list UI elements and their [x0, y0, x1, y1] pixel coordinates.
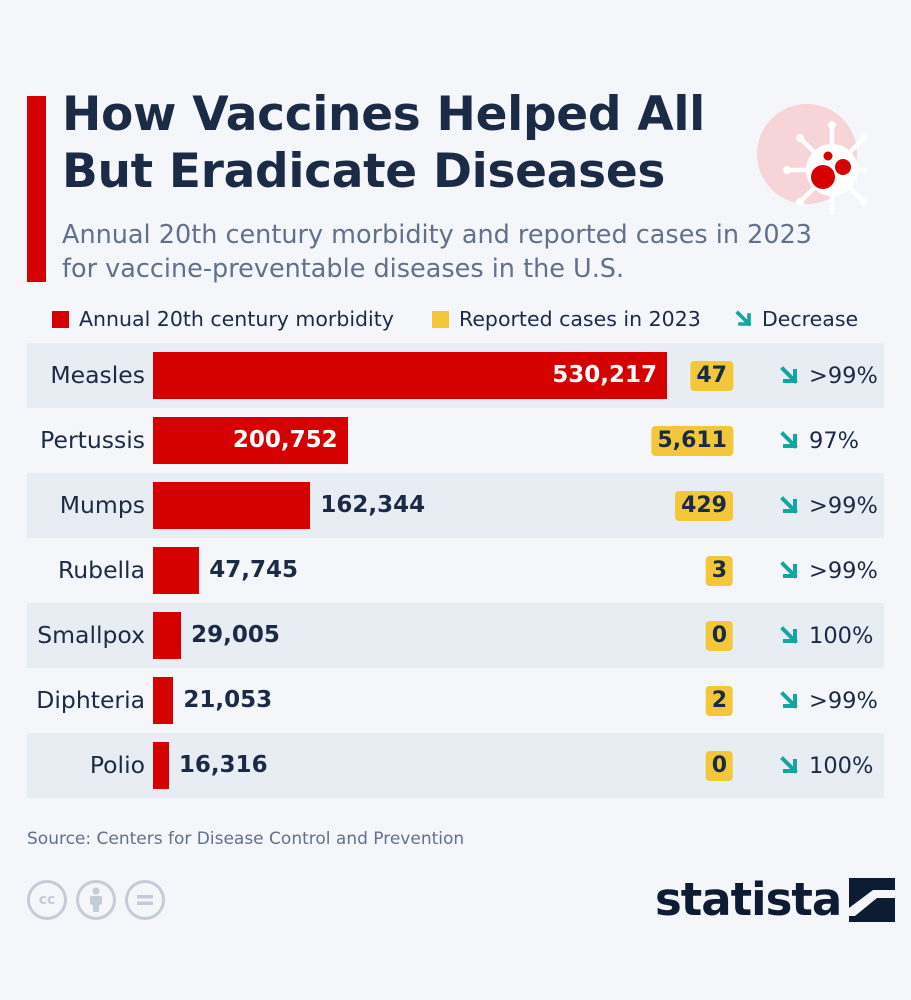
legend-item-morbidity: Annual 20th century morbidity — [52, 307, 394, 331]
cases-2023-badge: 5,611 — [651, 426, 733, 456]
decrease-label: >99% — [809, 687, 878, 714]
decrease-label: >99% — [809, 362, 878, 389]
legend-label-morbidity: Annual 20th century morbidity — [79, 307, 394, 331]
arrow-down-right-icon — [780, 430, 798, 449]
brand-name: statista — [655, 873, 842, 926]
cases-2023-badge: 429 — [675, 491, 733, 521]
morbidity-value-label: 162,344 — [320, 492, 426, 518]
morbidity-bar — [153, 612, 182, 659]
category-label: Polio — [89, 751, 145, 779]
chart-title: How Vaccines Helped All But Eradicate Di… — [62, 87, 705, 199]
legend-swatch-morbidity — [52, 310, 69, 328]
arrow-down-right-icon — [735, 310, 752, 327]
decrease-value: >99% — [779, 473, 878, 538]
chart-row: Smallpox 29,005 0 100% — [27, 603, 884, 668]
arrow-down-right-icon — [780, 495, 798, 514]
license-icons: cc — [27, 880, 174, 920]
cases-2023-badge: 2 — [705, 686, 733, 716]
morbidity-value-label: 200,752 — [232, 427, 338, 453]
morbidity-bar — [153, 677, 174, 724]
legend-item-decrease: Decrease — [734, 307, 858, 331]
morbidity-bar — [153, 352, 667, 399]
title-accent-bar — [27, 96, 46, 282]
decrease-value: 97% — [779, 408, 859, 473]
category-label: Mumps — [59, 491, 145, 519]
attribution-icon — [76, 880, 116, 920]
cases-2023-badge: 3 — [705, 556, 733, 586]
chart-row: Diphteria 21,053 2 >99% — [27, 668, 884, 733]
legend-label-decrease: Decrease — [762, 307, 859, 331]
morbidity-value-label: 530,217 — [552, 362, 657, 388]
decrease-label: >99% — [809, 492, 878, 519]
category-label: Rubella — [57, 556, 145, 584]
arrow-down-right-icon — [780, 365, 798, 384]
arrow-down-right-icon — [780, 690, 798, 709]
chart-row: Pertussis 200,752 5,611 97% — [27, 408, 884, 473]
morbidity-bar — [153, 417, 348, 464]
decrease-label: 97% — [809, 427, 860, 454]
morbidity-bar — [153, 742, 169, 789]
decrease-value: 100% — [779, 733, 873, 798]
cases-2023-badge: 47 — [690, 361, 733, 391]
creative-commons-icon: cc — [27, 880, 67, 920]
source-note: Source: Centers for Disease Control and … — [27, 829, 465, 849]
morbidity-bar — [153, 547, 200, 594]
chart-legend: Annual 20th century morbidity Reported c… — [52, 307, 892, 337]
legend-item-cases: Reported cases in 2023 — [432, 307, 701, 331]
chart-row: Measles 530,217 47 >99% — [27, 343, 884, 408]
legend-swatch-cases — [432, 310, 449, 328]
chart-row: Mumps 162,344 429 >99% — [27, 473, 884, 538]
category-label: Measles — [50, 361, 145, 389]
decrease-value: >99% — [779, 538, 878, 603]
legend-label-cases: Reported cases in 2023 — [459, 307, 701, 331]
decrease-label: 100% — [809, 622, 874, 649]
chart-row: Polio 16,316 0 100% — [27, 733, 884, 798]
morbidity-value-label: 16,316 — [178, 752, 268, 778]
category-label: Pertussis — [40, 426, 145, 454]
statista-logo-icon — [849, 877, 896, 922]
decrease-value: >99% — [779, 668, 878, 733]
arrow-down-right-icon — [780, 625, 798, 644]
morbidity-value-label: 47,745 — [209, 557, 299, 583]
cases-2023-badge: 0 — [705, 621, 733, 651]
decrease-label: 100% — [809, 752, 874, 779]
decrease-value: >99% — [779, 343, 878, 408]
cases-2023-badge: 0 — [705, 751, 733, 781]
chart-subtitle: Annual 20th century morbidity and report… — [62, 220, 813, 284]
category-label: Smallpox — [37, 621, 145, 649]
decrease-label: >99% — [809, 557, 878, 584]
morbidity-value-label: 29,005 — [191, 622, 280, 648]
chart-row: Rubella 47,745 3 >99% — [27, 538, 884, 603]
bar-chart: Measles 530,217 47 >99% Pertussis 200,752 5,61… — [27, 343, 884, 798]
morbidity-bar — [153, 482, 311, 529]
category-label: Diphteria — [36, 686, 145, 714]
arrow-down-right-icon — [780, 755, 798, 774]
arrow-down-right-icon — [780, 560, 798, 579]
statista-logo[interactable]: statista — [655, 873, 896, 926]
decrease-value: 100% — [779, 603, 873, 668]
virus-icon — [757, 104, 881, 220]
morbidity-value-label: 21,053 — [183, 687, 273, 713]
no-derivatives-icon — [125, 880, 165, 920]
